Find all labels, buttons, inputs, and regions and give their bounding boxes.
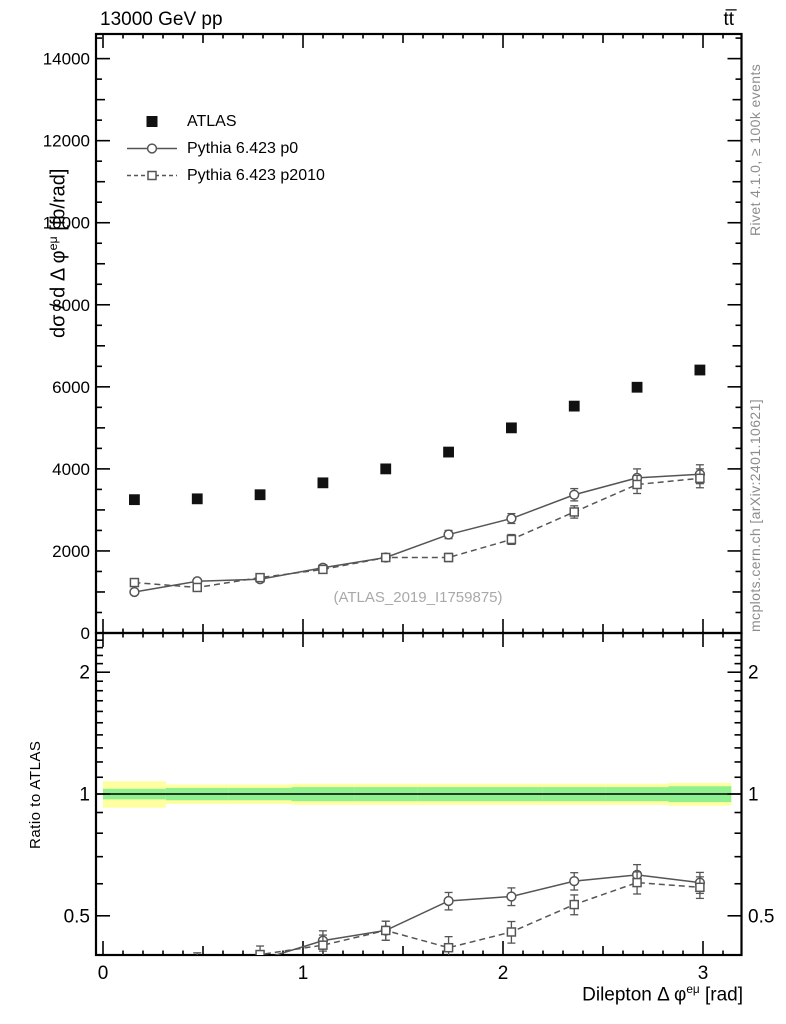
atlas-data-point [191, 493, 203, 505]
legend-item-pythia-p0: Pythia 6.423 p0 [126, 135, 325, 162]
y-tick-label: 0 [81, 624, 90, 643]
mc-data-point-square [506, 927, 517, 937]
x-axis-label-main: Dilepton Δ φ [582, 984, 687, 1006]
mc-data-point-circle [258, 954, 262, 955]
x-tick-label: 1 [298, 963, 309, 984]
mc-data-point-square [192, 582, 202, 593]
atlas-data-point [317, 477, 329, 489]
y-axis-label: dσ / d Δ φeμ [fb/rad] [46, 169, 71, 338]
series-line-pythia-6-423-p0 [134, 473, 700, 593]
series-pythia-6-423-p0-main [129, 464, 706, 598]
mc-data-point-square [380, 552, 391, 563]
ratio-tick-label-right: 1 [748, 785, 759, 806]
mc-data-point-square [129, 577, 140, 588]
mc-data-point-circle [569, 489, 580, 500]
ratio-axis-label: Ratio to ATLAS [27, 740, 44, 849]
ratio-tick-label-right: 2 [748, 663, 759, 684]
series-pythia-6-423-p2010-ratio [130, 871, 705, 988]
y-axis-label-main: dσ / d Δ φ [47, 250, 70, 338]
mc-data-point-square [695, 882, 705, 893]
ratio-tick-label-left: 0.5 [64, 906, 90, 927]
mc-data-point-square [443, 552, 454, 563]
atlas-data-point [631, 381, 643, 393]
open-square-icon [147, 170, 157, 181]
ratio-tick-label-left: 2 [79, 663, 90, 684]
legend-label-pythia-p0: Pythia 6.423 p0 [187, 139, 299, 157]
y-tick-label: 8000 [52, 296, 90, 315]
mc-data-point-circle [193, 957, 202, 966]
mc-data-point-square [193, 980, 201, 988]
atlas-data-point [568, 400, 580, 412]
mc-data-point-circle [443, 529, 454, 540]
y-axis-label-unit: [fb/rad] [47, 168, 70, 237]
open-circle-icon [146, 143, 158, 154]
legend-sample-atlas [146, 116, 158, 127]
mc-data-point-square [255, 949, 265, 955]
mc-data-point-circle [506, 891, 517, 902]
mc-data-point-square [318, 564, 328, 575]
axis-tick-labels: 0 2000 4000 6000 8000 10000 12000 14000 0.5 0.5 1 1… [43, 50, 775, 984]
legend-label-pythia-p2010: Pythia 6.423 p2010 [187, 166, 325, 184]
analysis-watermark: (ATLAS_2019_I1759875) [333, 589, 503, 606]
series-line-pythia-6-423-p2010 [257, 881, 700, 955]
x-axis-label-sup: eμ [686, 983, 700, 996]
atlas-data-point [129, 494, 140, 506]
mc-data-point-square [632, 877, 642, 888]
ratio-tick-label-right: 0.5 [748, 906, 774, 927]
series-atlas-main [129, 364, 706, 506]
mc-data-point-square [569, 507, 579, 517]
mc-data-point-square [255, 572, 265, 583]
mc-data-point-square [318, 940, 328, 950]
process-label: tt̅ [723, 9, 734, 30]
x-tick-label: 2 [498, 963, 509, 984]
beam-title: 13000 GeV pp [100, 9, 223, 30]
x-axis-label-unit: [rad] [699, 984, 743, 1006]
rivet-version-note: Rivet 4.1.0, ≥ 100k events [747, 63, 763, 236]
legend-sample-pythia-p2010 [127, 170, 177, 181]
y-axis-label-sup: eμ [46, 236, 60, 251]
mc-data-point-square [130, 961, 138, 969]
mc-data-point-square [632, 479, 642, 490]
atlas-data-point [443, 446, 454, 458]
axis-ticks [96, 34, 742, 955]
mc-data-point-square [380, 925, 391, 936]
legend: ATLAS Pythia 6.423 p0 Pythia 6.423 p2010 [126, 108, 325, 189]
filled-square-icon [146, 116, 158, 127]
legend-label-atlas: ATLAS [187, 112, 237, 130]
y-tick-label: 12000 [43, 132, 90, 151]
y-tick-label: 6000 [52, 378, 90, 397]
mc-data-point-circle [569, 875, 580, 887]
atlas-data-point [254, 489, 266, 501]
mc-data-point-circle [506, 513, 517, 524]
mc-data-point-square [443, 942, 454, 953]
y-tick-label: 4000 [52, 460, 90, 479]
series-line-pythia-6-423-p0 [273, 874, 700, 955]
y-tick-label: 14000 [43, 50, 90, 69]
atlas-data-point [506, 422, 517, 434]
ratio-tick-label-left: 1 [79, 785, 90, 806]
legend-item-atlas: ATLAS [126, 108, 325, 135]
mc-data-point-circle [443, 895, 454, 907]
legend-item-pythia-p2010: Pythia 6.423 p2010 [126, 162, 325, 189]
x-tick-label: 0 [98, 963, 109, 984]
series-pythia-6-423-p2010-main [129, 468, 705, 593]
y-tick-label: 2000 [52, 542, 90, 561]
mc-data-point-circle [130, 997, 139, 1006]
atlas-data-point [380, 463, 392, 475]
x-tick-label: 3 [698, 963, 709, 984]
mc-data-point-square [695, 473, 705, 484]
mc-data-point-square [569, 899, 579, 910]
series-line-pythia-6-423-p2010 [134, 477, 700, 589]
legend-sample-pythia-p0 [127, 143, 177, 154]
x-axis-label: Dilepton Δ φeμ [rad] [582, 983, 743, 1006]
y-tick-label: 10000 [43, 214, 90, 233]
mc-data-point-square [506, 534, 517, 545]
mc-data-point-circle [129, 586, 140, 598]
mcplots-reference-note: mcplots.cern.ch [arXiv:2401.10621] [747, 398, 763, 632]
atlas-data-point [694, 364, 706, 376]
